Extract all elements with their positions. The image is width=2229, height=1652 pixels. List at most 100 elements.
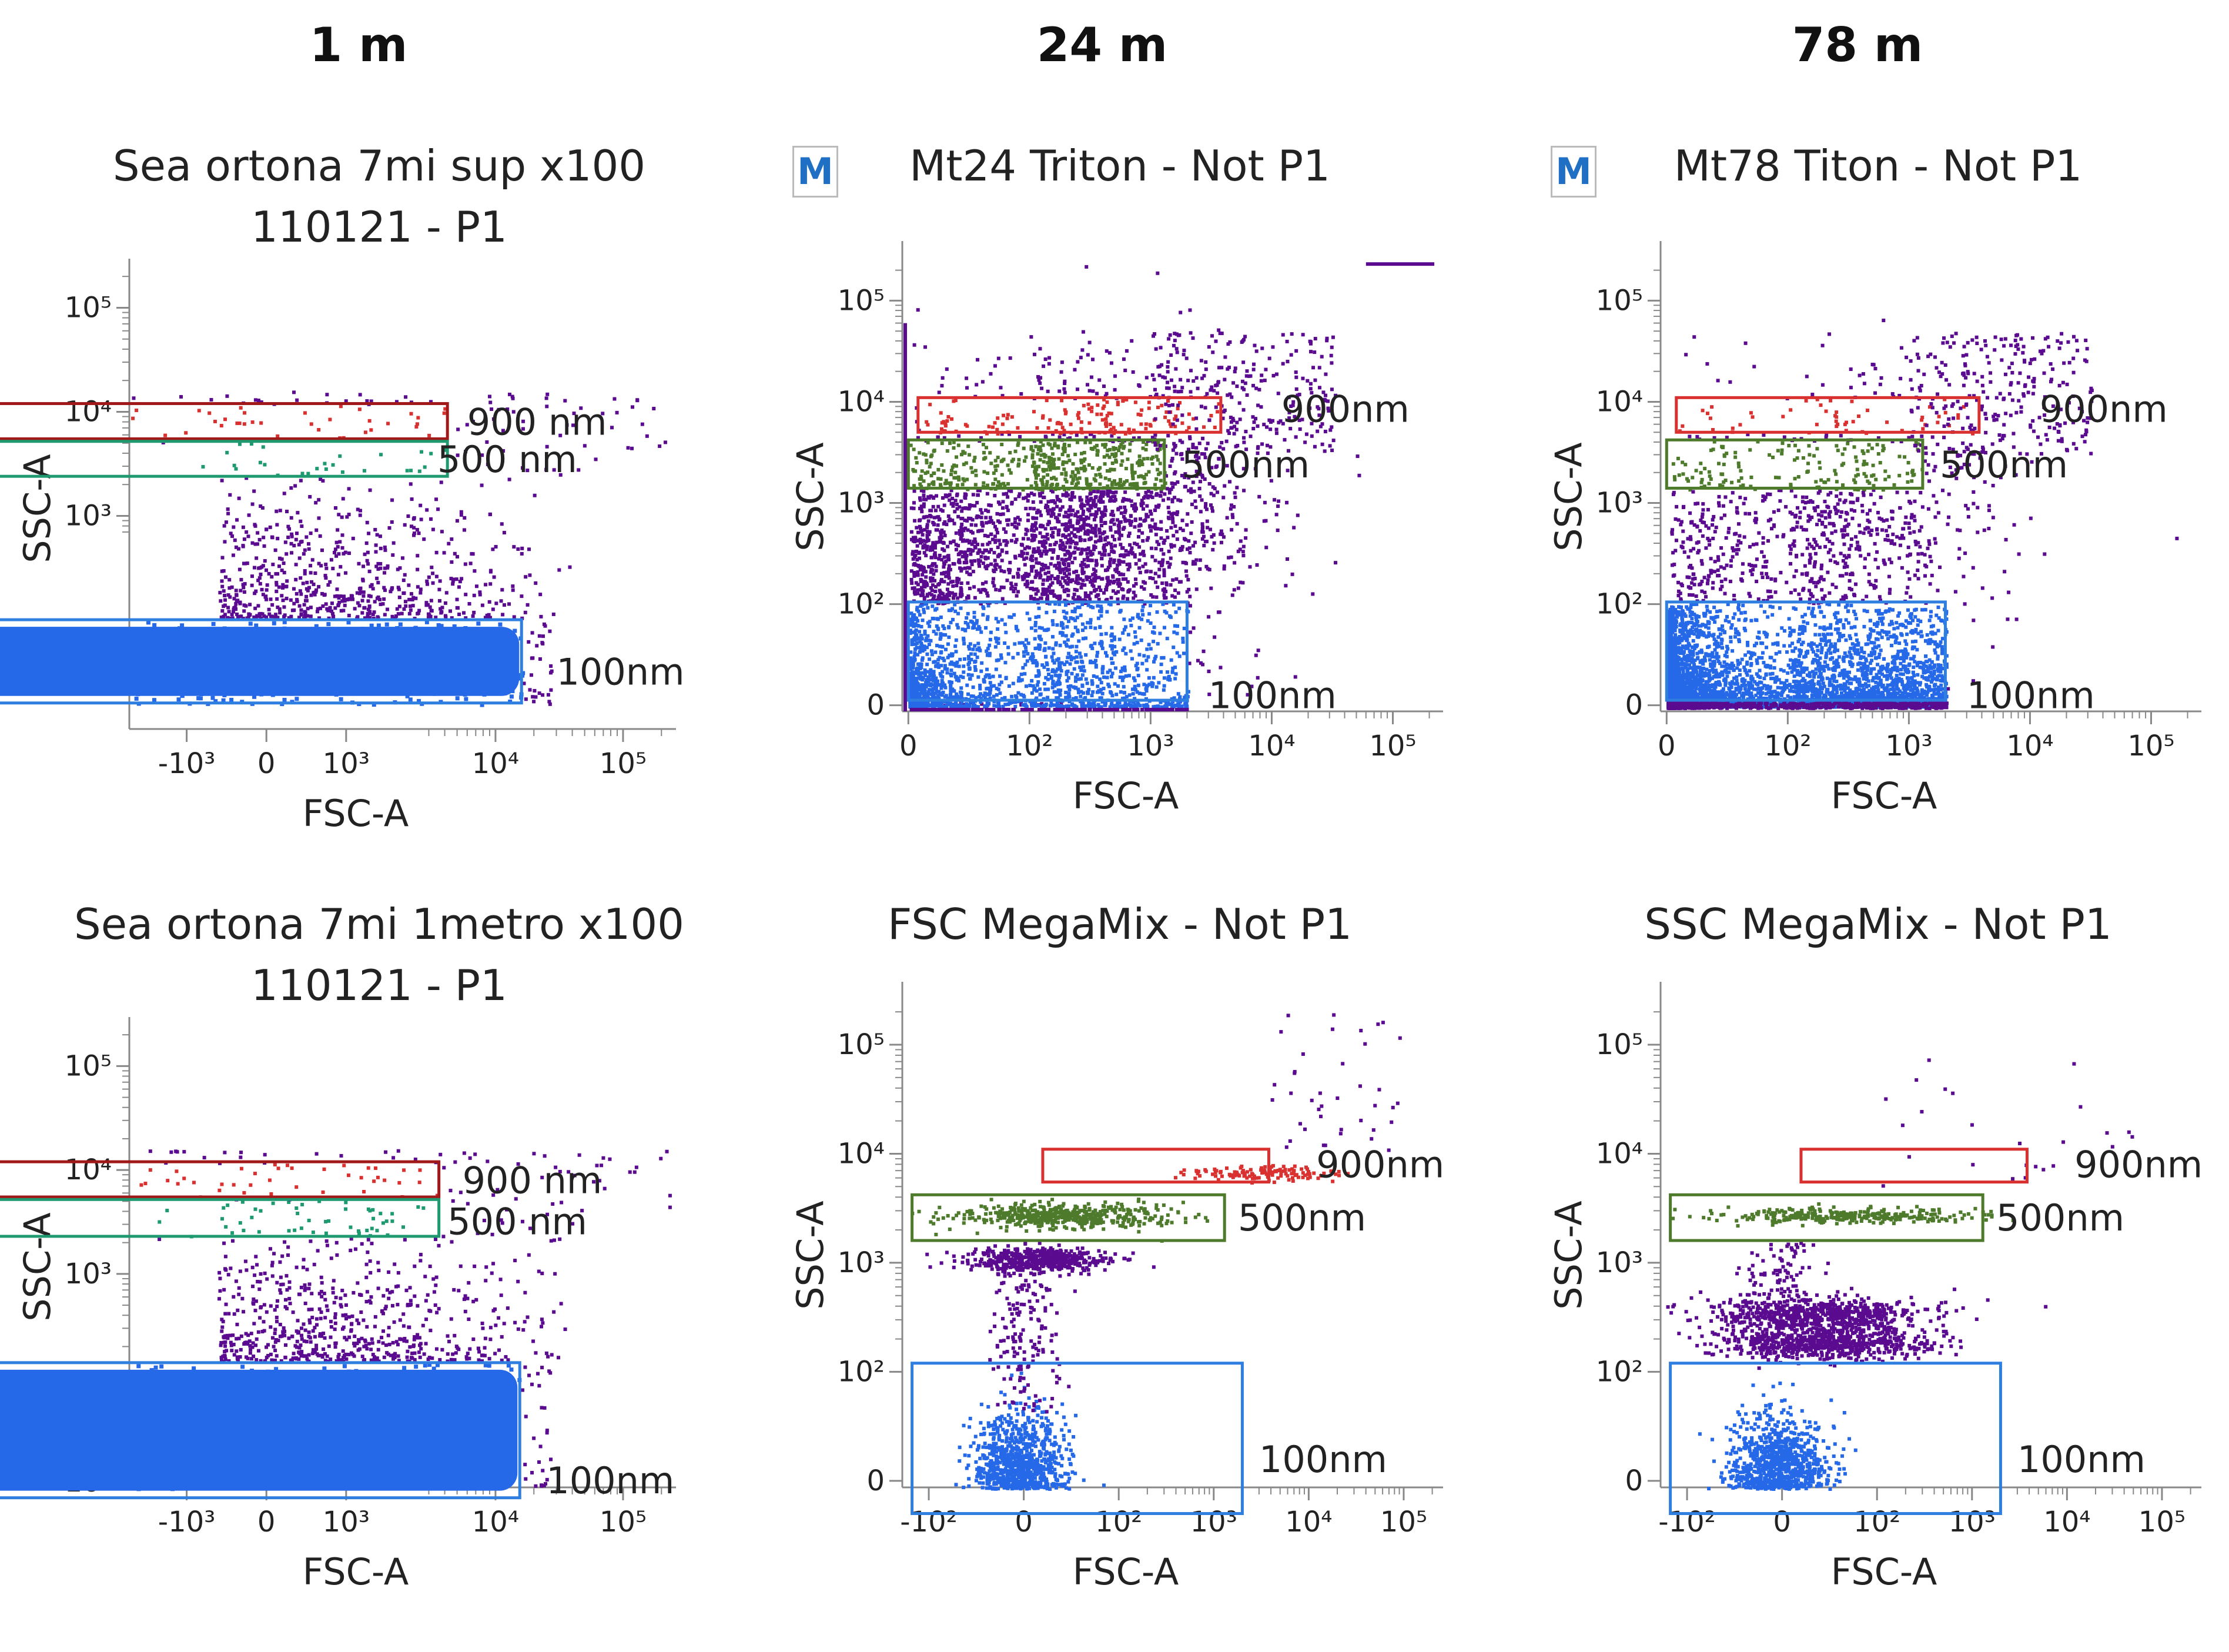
data-point <box>1157 681 1160 684</box>
data-point <box>1058 594 1062 598</box>
data-point <box>918 525 922 529</box>
data-point <box>504 654 508 658</box>
data-point <box>1150 518 1154 521</box>
data-point <box>1085 523 1088 527</box>
data-point <box>358 591 362 595</box>
data-point <box>423 465 427 469</box>
data-point <box>1022 447 1026 450</box>
data-point <box>972 493 975 496</box>
data-point <box>1096 690 1099 694</box>
data-point <box>1189 551 1192 554</box>
data-point <box>476 621 480 626</box>
data-point <box>1082 665 1085 668</box>
data-point <box>1126 457 1129 461</box>
data-point <box>279 509 282 512</box>
data-point <box>931 543 935 547</box>
data-point <box>1024 572 1028 576</box>
data-point <box>404 600 407 603</box>
data-point <box>1039 554 1043 558</box>
data-point <box>419 591 422 594</box>
data-point <box>500 588 504 591</box>
data-point <box>919 647 922 650</box>
data-point <box>1052 463 1056 466</box>
data-point <box>1103 445 1107 449</box>
data-point <box>333 606 337 610</box>
data-point <box>317 628 322 633</box>
data-point <box>412 526 416 530</box>
data-point <box>965 554 969 557</box>
data-point <box>390 499 394 502</box>
data-point <box>1099 535 1102 539</box>
data-point <box>238 568 242 571</box>
data-point <box>1076 387 1079 391</box>
data-point <box>259 461 262 464</box>
data-point <box>220 479 224 482</box>
data-point <box>1242 545 1246 549</box>
data-point <box>198 409 201 412</box>
data-point <box>1213 636 1216 639</box>
data-point <box>956 515 960 519</box>
data-point <box>513 629 517 633</box>
data-point <box>1060 472 1063 476</box>
data-point <box>1083 669 1086 673</box>
data-point <box>463 693 467 697</box>
data-point <box>944 560 948 563</box>
data-point <box>304 535 308 539</box>
data-point <box>1149 593 1153 597</box>
data-point <box>451 657 456 661</box>
data-point <box>1129 624 1133 627</box>
data-point <box>1061 493 1065 497</box>
data-point <box>1033 597 1036 600</box>
data-point <box>1257 648 1260 652</box>
data-point <box>1043 572 1047 576</box>
data-point <box>1007 519 1010 522</box>
data-point <box>1192 379 1195 383</box>
data-point <box>374 550 378 554</box>
data-point <box>249 621 253 626</box>
data-point <box>243 690 247 694</box>
data-point <box>989 548 993 551</box>
data-point <box>468 602 471 606</box>
data-point <box>1073 593 1076 596</box>
data-point <box>255 672 259 676</box>
data-point <box>256 644 260 648</box>
data-point <box>938 554 942 557</box>
data-point <box>355 666 359 670</box>
data-point <box>1169 557 1173 560</box>
data-point <box>959 686 963 690</box>
data-point <box>1118 573 1122 576</box>
data-point <box>337 596 340 600</box>
data-point <box>1114 666 1117 670</box>
data-point <box>928 496 931 500</box>
data-point <box>942 549 946 552</box>
data-point <box>1173 524 1177 528</box>
data-point <box>994 459 998 463</box>
data-point <box>919 474 923 478</box>
data-point <box>951 466 955 469</box>
data-point <box>275 581 278 584</box>
data-point <box>912 447 916 451</box>
data-point <box>476 679 480 683</box>
data-point <box>1140 662 1144 666</box>
data-point <box>317 644 322 648</box>
y-tick-label: 10⁴ <box>65 395 112 428</box>
data-point <box>1090 527 1094 530</box>
data-point <box>1002 414 1005 417</box>
data-point <box>1003 623 1007 626</box>
data-point <box>227 578 231 581</box>
data-point <box>1176 651 1179 654</box>
data-point <box>1059 688 1062 692</box>
data-point <box>201 667 205 671</box>
data-point <box>1012 458 1015 462</box>
data-point <box>302 581 305 585</box>
x-tick-label: 10⁴ <box>472 747 519 780</box>
data-point <box>1264 368 1267 372</box>
data-point <box>1187 426 1191 429</box>
data-point <box>1275 513 1279 516</box>
data-point <box>1174 414 1177 418</box>
data-point <box>274 572 277 576</box>
data-point <box>1063 450 1067 453</box>
data-point <box>1089 483 1092 486</box>
data-point <box>1311 592 1314 596</box>
data-point <box>1149 647 1153 651</box>
